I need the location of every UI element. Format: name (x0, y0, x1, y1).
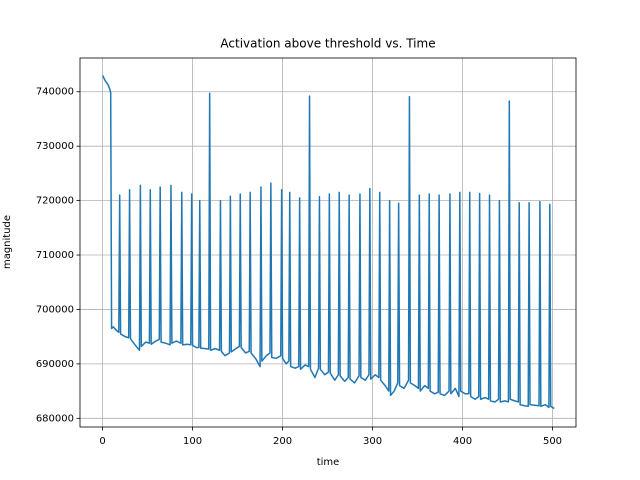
y-tick-label: 680000 (36, 413, 74, 424)
x-tick-label: 100 (183, 436, 202, 447)
chart-title: Activation above threshold vs. Time (220, 37, 435, 51)
y-tick-label: 740000 (36, 87, 74, 98)
y-tick-label: 700000 (36, 304, 74, 315)
y-tick-label: 730000 (36, 141, 74, 152)
y-axis-label: magnitude (2, 215, 13, 269)
data-line (101, 75, 555, 410)
x-tick-label: 0 (99, 436, 105, 447)
y-tick-label: 720000 (36, 196, 74, 207)
y-tick-label: 710000 (36, 250, 74, 261)
x-axis-label: time (317, 457, 340, 468)
x-tick-label: 400 (453, 436, 472, 447)
plot-frame (79, 57, 577, 428)
x-tick-label: 300 (363, 436, 382, 447)
x-tick-label: 500 (543, 436, 562, 447)
x-tick-label: 200 (273, 436, 292, 447)
y-tick-label: 690000 (36, 359, 74, 370)
